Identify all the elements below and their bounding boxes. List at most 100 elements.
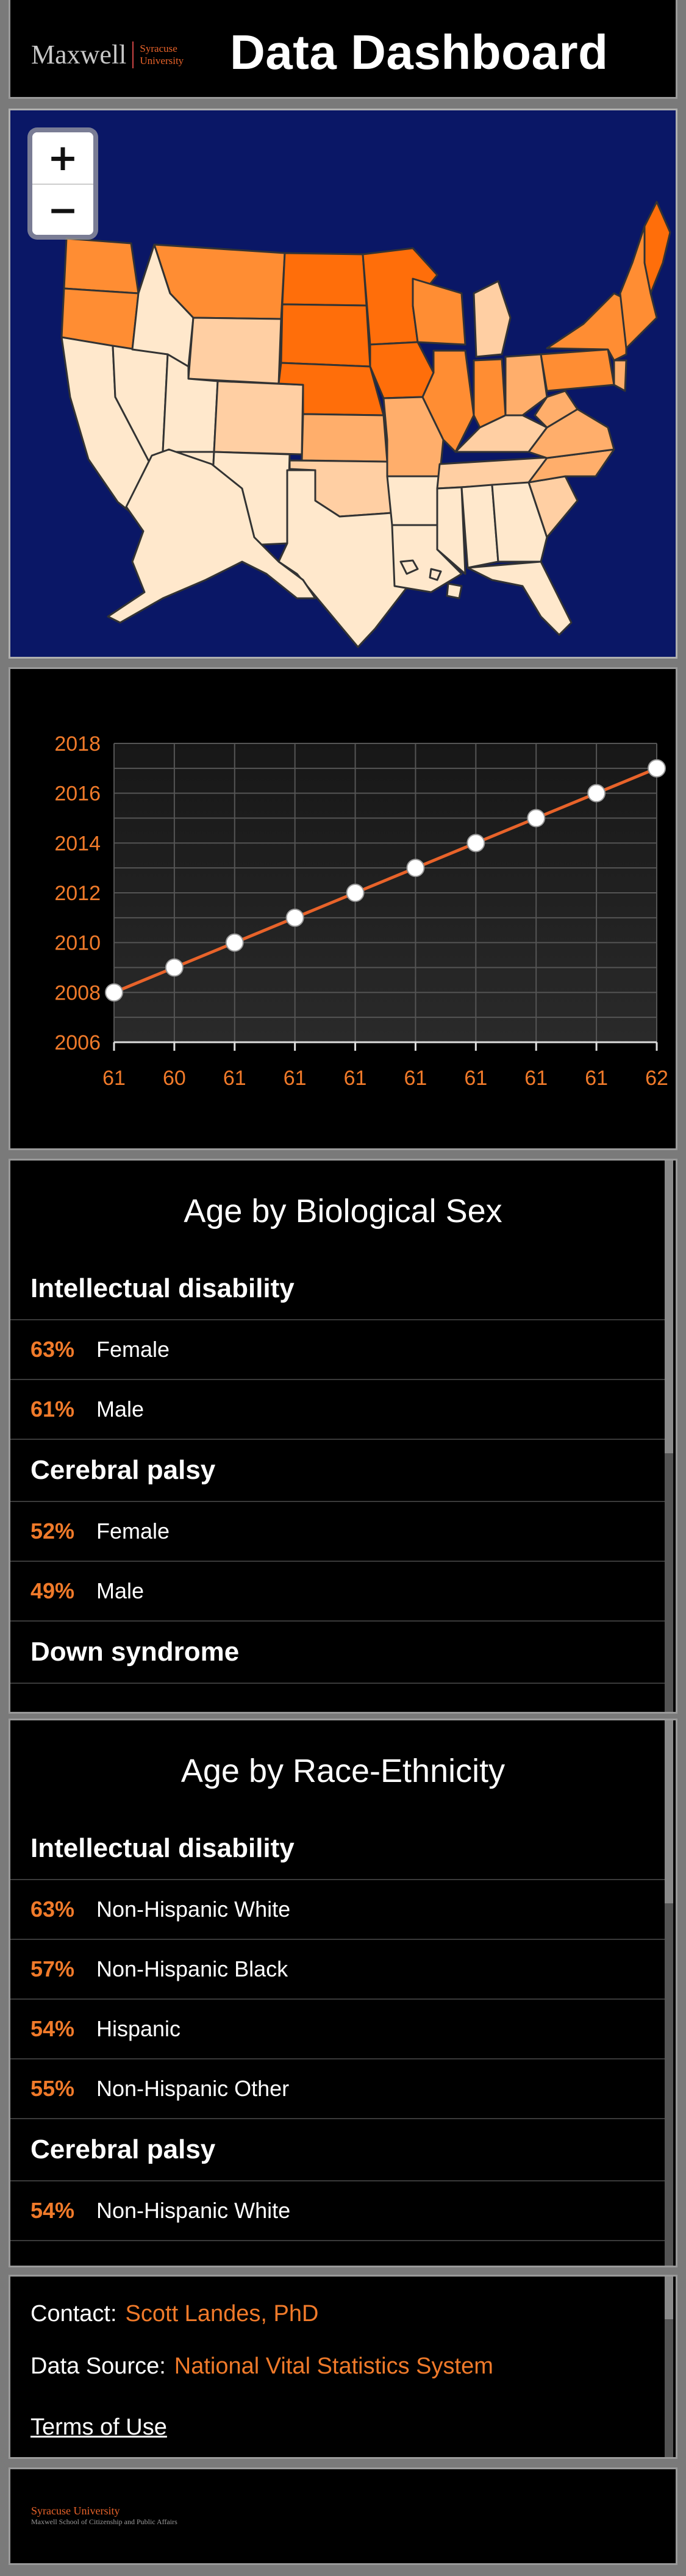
list-item: 52% Female <box>10 1502 666 1562</box>
x-tick-label: 61 <box>464 1067 487 1090</box>
list-item: 63% Non-Hispanic White <box>10 1880 666 1940</box>
state-pennsylvania[interactable] <box>540 348 615 392</box>
data-source-link[interactable]: National Vital Statistics System <box>174 2353 493 2379</box>
data-point[interactable] <box>285 908 304 927</box>
data-point[interactable] <box>527 809 546 828</box>
state-washington[interactable] <box>63 237 140 295</box>
chart-panel: 2006 2008 2010 2012 2014 2016 2018 61 60 61 61 61 6… <box>9 667 677 1150</box>
race-list: Intellectual disability 63% Non-Hispanic … <box>10 1818 666 2241</box>
y-tick-label: 2010 <box>54 932 101 955</box>
contact-panel: Contact: Scott Landes, PhD Data Source: Na… <box>9 2275 677 2459</box>
x-tick-label: 62 <box>645 1067 668 1090</box>
data-point[interactable] <box>225 933 244 952</box>
group-header: Intellectual disability <box>10 1258 666 1320</box>
state-wisconsin[interactable] <box>412 277 466 346</box>
data-point[interactable] <box>648 759 666 778</box>
y-tick-label: 2006 <box>54 1031 101 1054</box>
percent-value: 55% <box>30 2076 75 2101</box>
state-south-dakota[interactable] <box>280 303 371 368</box>
footer-logo-line-2: Maxwell School of Citizenship and Public… <box>31 2517 177 2526</box>
scrollbar-thumb[interactable] <box>665 1161 673 1453</box>
state-michigan[interactable] <box>473 280 512 358</box>
x-tick-label: 61 <box>404 1067 427 1090</box>
state-alaska[interactable] <box>107 448 316 624</box>
state-iowa[interactable] <box>369 341 435 399</box>
percent-value: 61% <box>30 1397 75 1422</box>
item-label: Female <box>96 1337 170 1362</box>
page-title: Data Dashboard <box>230 25 609 79</box>
state-north-dakota[interactable] <box>281 252 368 307</box>
state-kansas[interactable] <box>301 413 388 463</box>
scrollbar[interactable] <box>665 1720 673 2266</box>
state-new-jersey[interactable] <box>613 359 627 392</box>
sex-list: Intellectual disability 63% Female 61% Mal… <box>10 1258 666 1684</box>
data-source-label: Data Source: <box>30 2353 166 2379</box>
x-tick-label: 61 <box>223 1067 246 1090</box>
data-point[interactable] <box>406 859 425 878</box>
percent-value: 63% <box>30 1337 75 1362</box>
y-tick-label: 2012 <box>54 882 101 905</box>
contact-link[interactable]: Scott Landes, PhD <box>125 2301 319 2327</box>
scrollbar[interactable] <box>665 2277 673 2457</box>
us-choropleth-map[interactable] <box>10 110 676 657</box>
data-point[interactable] <box>165 958 184 977</box>
percent-value: 57% <box>30 1956 75 1981</box>
scrollbar-thumb[interactable] <box>665 2277 673 2319</box>
footer-logo[interactable]: Syracuse University Maxwell School of Ci… <box>31 2505 177 2527</box>
map-panel[interactable]: + − <box>9 109 677 659</box>
contact-row: Contact: Scott Landes, PhD <box>30 2301 318 2327</box>
item-label: Male <box>96 1397 145 1422</box>
state-west-virginia[interactable] <box>534 390 579 429</box>
list-item: 61% Male <box>10 1380 666 1440</box>
state-georgia[interactable] <box>491 481 548 563</box>
percent-value: 52% <box>30 1519 75 1544</box>
logo-main-text: Maxwell <box>31 40 127 70</box>
state-illinois[interactable] <box>421 349 475 453</box>
list-item: 57% Non-Hispanic Black <box>10 1940 666 2000</box>
y-tick-label: 2008 <box>54 981 101 1004</box>
scrollbar[interactable] <box>665 1161 673 1712</box>
data-point[interactable] <box>105 983 123 1002</box>
state-colorado[interactable] <box>213 380 304 456</box>
age-by-sex-panel[interactable]: Age by Biological Sex Intellectual disab… <box>9 1159 677 1714</box>
percent-value: 49% <box>30 1578 75 1603</box>
state-ohio[interactable] <box>504 353 548 417</box>
group-header: Cerebral palsy <box>10 1440 666 1502</box>
list-item: 55% Non-Hispanic Other <box>10 2059 666 2119</box>
age-by-race-panel[interactable]: Age by Race-Ethnicity Intellectual disab… <box>9 1719 677 2267</box>
panel-title: Age by Biological Sex <box>184 1193 502 1229</box>
data-point[interactable] <box>587 784 606 803</box>
state-mississippi[interactable] <box>436 486 466 575</box>
series-line <box>113 767 657 994</box>
data-point[interactable] <box>466 834 485 853</box>
x-tick-label: 61 <box>524 1067 548 1090</box>
header: Maxwell Syracuse University Data Dashboa… <box>9 0 677 99</box>
maxwell-logo[interactable]: Maxwell Syracuse University <box>31 39 184 70</box>
panel-title: Age by Race-Ethnicity <box>180 1753 506 1789</box>
percent-value: 54% <box>30 2016 75 2041</box>
state-hawaii[interactable] <box>399 559 463 599</box>
data-point[interactable] <box>346 884 365 902</box>
zoom-out-button[interactable]: − <box>32 184 93 235</box>
state-maine[interactable] <box>643 201 671 295</box>
item-label: Hispanic <box>96 2016 181 2041</box>
state-wyoming[interactable] <box>187 317 282 385</box>
item-label: Non-Hispanic Other <box>96 2076 290 2101</box>
x-tick-label: 60 <box>163 1067 186 1090</box>
state-florida[interactable] <box>466 560 573 636</box>
item-label: Non-Hispanic Black <box>96 1956 288 1981</box>
x-tick-label: 61 <box>585 1067 608 1090</box>
list-item: 54% Hispanic <box>10 2000 666 2059</box>
state-arkansas[interactable] <box>386 475 441 526</box>
y-tick-label: 2014 <box>54 832 101 855</box>
zoom-in-button[interactable]: + <box>32 132 93 184</box>
logo-sub-line-1: Syracuse <box>140 42 177 54</box>
x-tick-label: 61 <box>344 1067 367 1090</box>
zoom-control: + − <box>32 132 93 235</box>
item-label: Non-Hispanic White <box>96 1897 291 1922</box>
item-label: Male <box>96 1578 145 1603</box>
terms-of-use-link[interactable]: Terms of Use <box>30 2414 167 2440</box>
percent-value: 63% <box>30 1897 75 1922</box>
item-label: Female <box>96 1519 170 1544</box>
scrollbar-thumb[interactable] <box>665 1720 673 1903</box>
